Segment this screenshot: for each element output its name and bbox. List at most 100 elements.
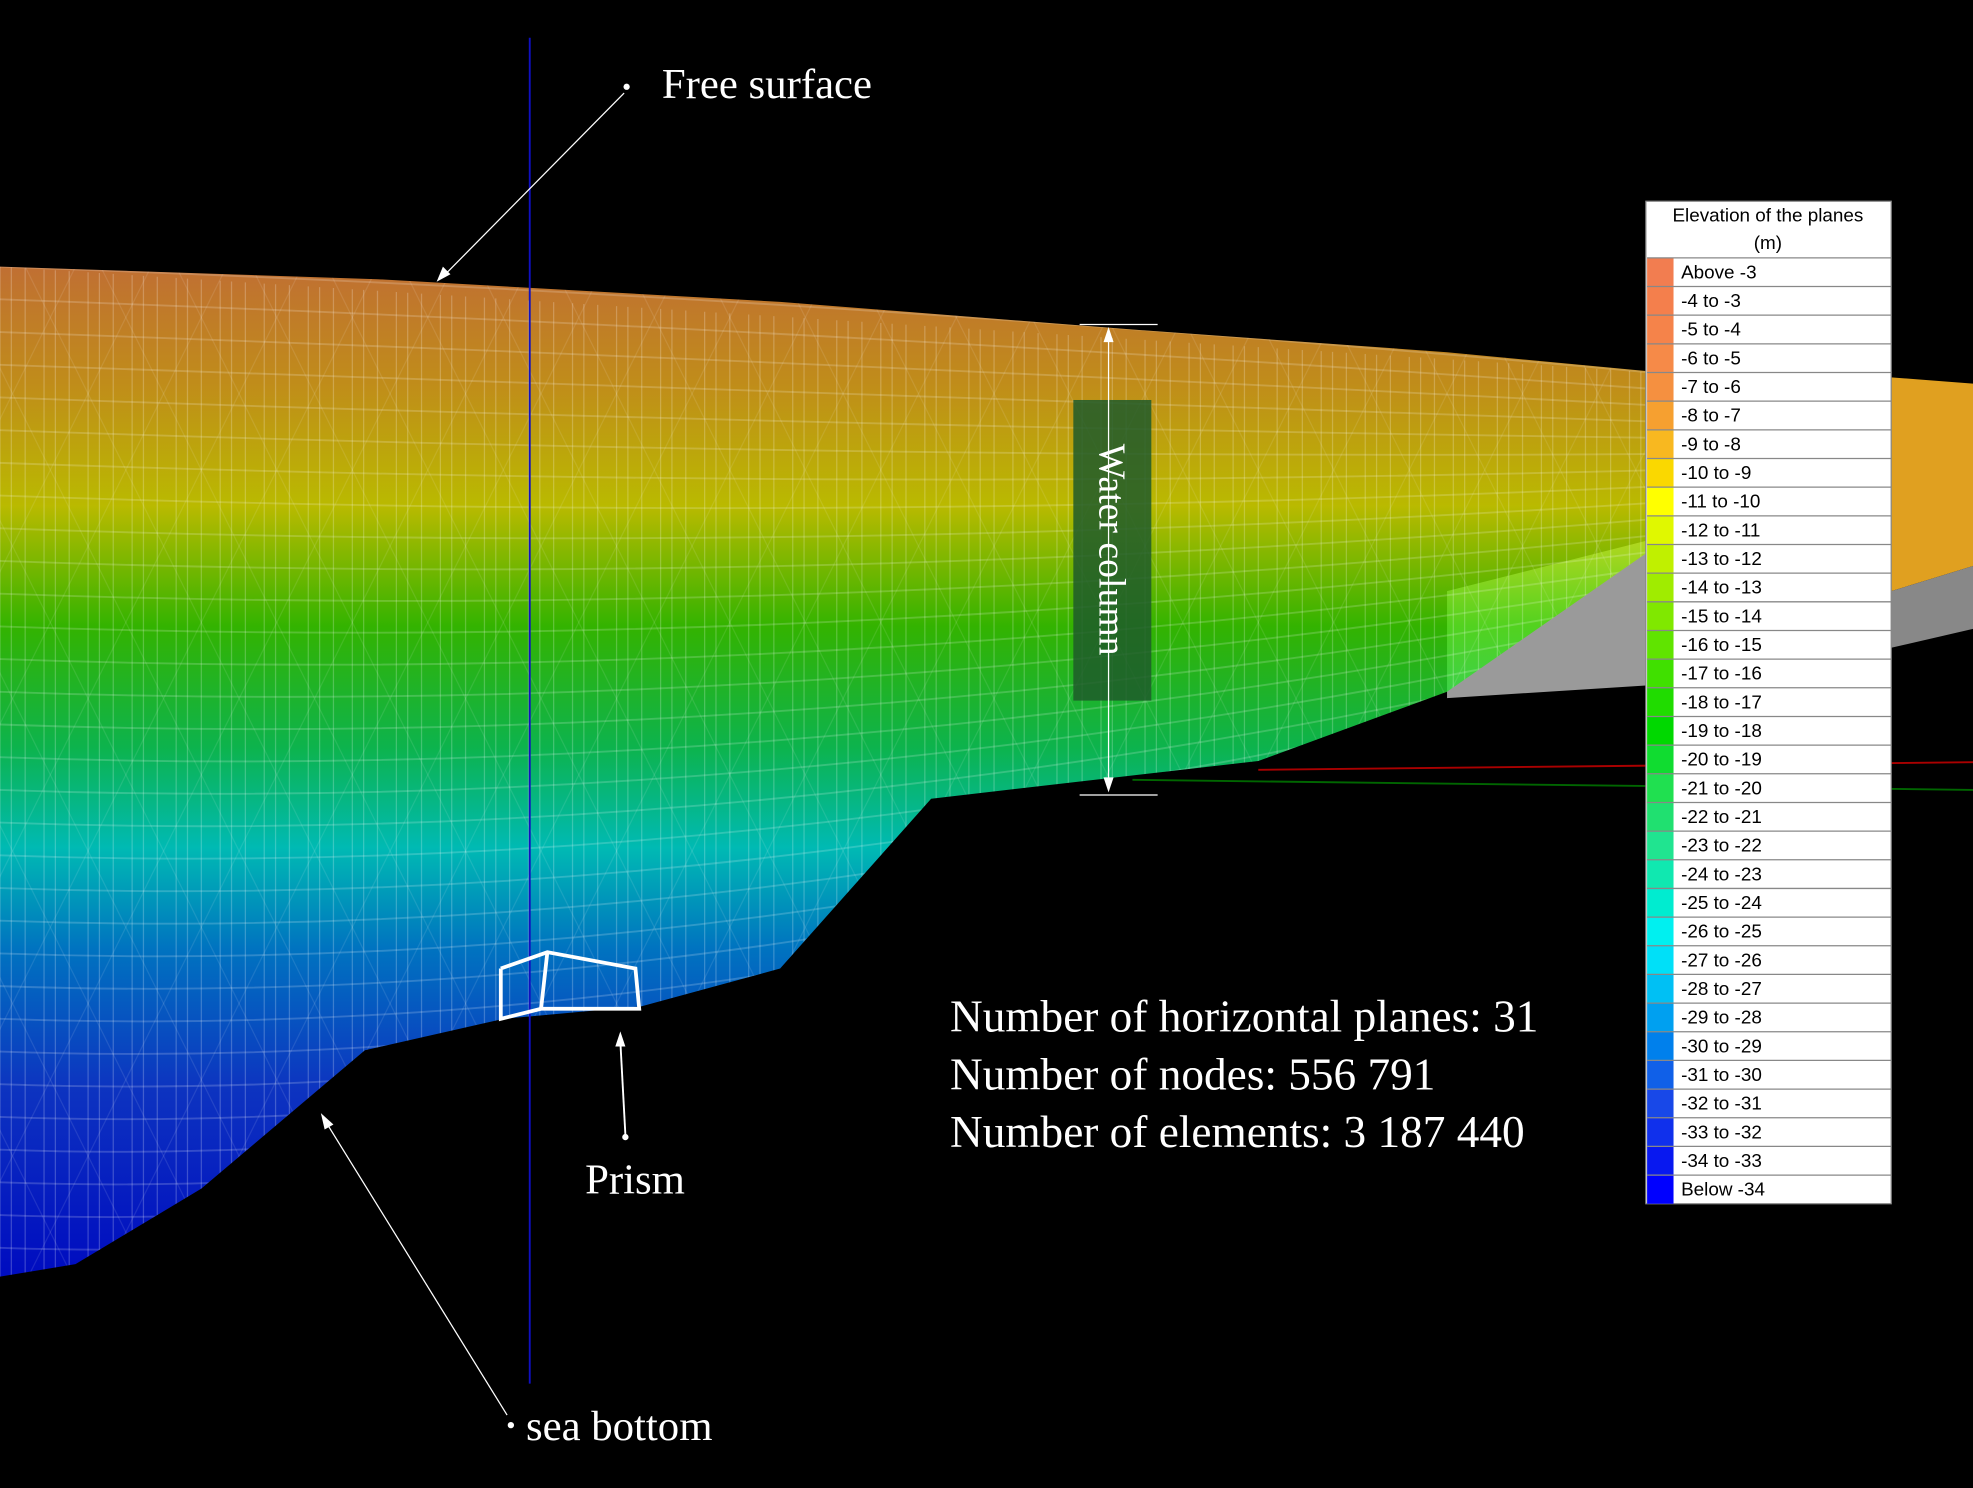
mesh-plane [0, 567, 1646, 666]
mesh-diagonal [175, 266, 681, 1277]
legend-swatch [1647, 687, 1674, 717]
dot [623, 83, 630, 90]
legend-label: -22 to -21 [1681, 806, 1762, 827]
legend-swatch [1647, 429, 1674, 459]
prism-label: Prism [585, 1157, 685, 1204]
legend-label: -28 to -27 [1681, 978, 1762, 999]
legend-label: -4 to -3 [1681, 290, 1741, 311]
legend-label: -8 to -7 [1681, 405, 1741, 426]
mesh-diagonal [0, 266, 228, 1277]
legend-label: -20 to -19 [1681, 749, 1762, 770]
prism-edge [539, 951, 550, 1009]
legend-swatch [1647, 515, 1674, 545]
legend-swatch [1647, 1060, 1674, 1090]
mesh-plane [0, 534, 1646, 602]
legend-title: Elevation of the planes [1672, 204, 1863, 225]
mesh-diagonal [24, 266, 530, 1277]
legend-swatch [1647, 1175, 1674, 1204]
mesh-plane [0, 600, 1646, 731]
stat-line: Number of horizontal planes: 31 [950, 991, 1538, 1041]
mesh-right [1891, 377, 1973, 592]
mesh-plane [0, 502, 1646, 540]
legend-swatch [1647, 544, 1674, 574]
legend-swatch [1647, 601, 1674, 631]
legend-swatch [1647, 315, 1674, 344]
legend-swatch [1647, 917, 1674, 946]
dot [507, 1421, 515, 1429]
mesh-diagonal [0, 266, 379, 1277]
legend-label: -21 to -20 [1681, 777, 1762, 798]
legend-label: -16 to -15 [1681, 634, 1762, 655]
legend-swatch [1647, 487, 1674, 516]
free-surface-label: Free surface [662, 61, 872, 108]
mesh-body [0, 266, 1646, 1277]
mesh-plane [0, 551, 1646, 634]
legend-label: -19 to -18 [1681, 720, 1762, 741]
mesh-plane [0, 633, 1646, 795]
mesh-diagonal [1459, 266, 1646, 1277]
mesh-plane [0, 461, 1646, 481]
legend-swatch [1647, 573, 1674, 602]
mesh-plane [0, 485, 1646, 510]
legend-swatch [1647, 659, 1674, 688]
legend-label: -15 to -14 [1681, 605, 1762, 626]
arrowhead [1103, 777, 1114, 793]
legend-label: Below -34 [1681, 1179, 1765, 1200]
legend-label: Above -3 [1681, 261, 1756, 282]
mesh-diagonal [0, 266, 152, 1277]
legend-label: -11 to -10 [1681, 491, 1760, 512]
mesh-plane [0, 266, 1646, 374]
legend-label: -18 to -17 [1681, 691, 1762, 712]
mesh-diagonal [0, 266, 228, 1277]
legend-swatch [1647, 1089, 1674, 1118]
legend-label: -23 to -22 [1681, 835, 1762, 856]
legend-label: -32 to -31 [1681, 1093, 1762, 1114]
mesh-diagonal [0, 266, 454, 1277]
mesh-plane [0, 331, 1646, 406]
mesh-plane [0, 583, 1646, 698]
mesh-diagonal [100, 266, 605, 1277]
legend-label: -7 to -6 [1681, 376, 1741, 397]
legend-swatch [1647, 859, 1674, 889]
legend-swatch [1647, 401, 1674, 430]
legend-swatch [1647, 716, 1674, 746]
legend-swatch [1647, 286, 1674, 316]
arrowhead [615, 1031, 626, 1047]
legend-swatch [1647, 372, 1674, 402]
pointer [442, 92, 625, 278]
legend-label: -5 to -4 [1681, 319, 1741, 340]
legend-label: -25 to -24 [1681, 892, 1762, 913]
legend-label: -33 to -32 [1681, 1121, 1762, 1142]
legend-swatch [1647, 773, 1674, 803]
pointer [325, 1121, 508, 1416]
arrowhead [436, 266, 451, 282]
legend-label: -30 to -29 [1681, 1035, 1762, 1056]
legend-swatch [1647, 1117, 1674, 1147]
mesh-plane [0, 363, 1646, 423]
legend-label: -27 to -26 [1681, 949, 1762, 970]
stat-line: Number of nodes: 556 791 [950, 1049, 1435, 1099]
gray-terrain-right [1891, 566, 1973, 648]
sea-bottom-label: sea bottom [526, 1403, 713, 1450]
legend-swatch [1647, 831, 1674, 860]
mesh-diagonal [0, 266, 303, 1277]
legend-label: -34 to -33 [1681, 1150, 1762, 1171]
mesh-plane [0, 518, 1646, 571]
dot [622, 1133, 629, 1141]
mesh-plane [0, 649, 1646, 828]
legend-swatch [1647, 257, 1674, 287]
stat-line: Number of elements: 3 187 440 [950, 1107, 1525, 1157]
legend-label: -9 to -8 [1681, 433, 1741, 454]
legend-swatch [1647, 1146, 1674, 1176]
legend: Elevation of the planes (m) Above -3 -4 t… [1645, 200, 1892, 1205]
mesh-plane [0, 396, 1646, 439]
mesh-diagonal [1534, 266, 1646, 1277]
legend-label: -29 to -28 [1681, 1007, 1762, 1028]
legend-swatch [1647, 945, 1674, 975]
legend-swatch [1647, 458, 1674, 488]
mesh-plane [0, 616, 1646, 763]
legend-label: -10 to -9 [1681, 462, 1751, 483]
arrowhead [1103, 327, 1114, 343]
legend-swatch [1647, 1003, 1674, 1032]
legend-swatch [1647, 630, 1674, 660]
